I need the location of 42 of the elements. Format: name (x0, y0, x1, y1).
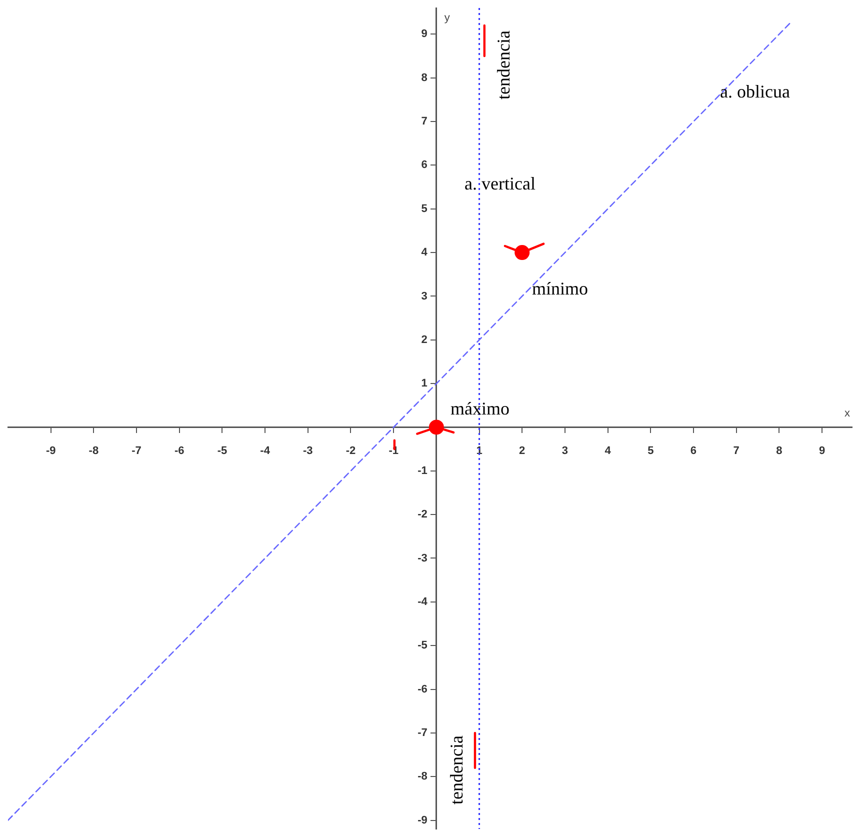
y-tick-label: 1 (421, 378, 428, 390)
y-tick-label: 5 (421, 202, 428, 215)
x-tick-label: 4 (604, 444, 612, 457)
y-tick-label: -4 (418, 596, 428, 608)
y-tick-label: -8 (418, 770, 428, 783)
x-tick-label: 9 (818, 444, 826, 457)
y-tick-label: -3 (418, 552, 428, 564)
y-tick-label: -5 (418, 640, 428, 652)
annotation: tendencia (446, 736, 467, 804)
y-tick-label: 7 (421, 116, 428, 128)
x-tick-label: 3 (562, 444, 568, 457)
x-tick-label: -6 (174, 444, 184, 457)
y-tick-label: 8 (421, 72, 428, 84)
x-tick-label: -8 (88, 444, 99, 457)
x-tick-label: -7 (132, 444, 142, 457)
annotation: a. vertical (464, 174, 536, 194)
x-axis-title: x (844, 407, 850, 420)
x-tick-label: -5 (217, 444, 228, 457)
y-tick-label: 9 (421, 28, 428, 40)
x-tick-label: 7 (733, 444, 740, 457)
x-tick-label: 2 (519, 444, 526, 457)
annotation: a. oblicua (720, 82, 790, 102)
x-tick-label: 8 (776, 444, 782, 457)
annotation: tendencia (494, 30, 514, 100)
y-tick-label: 6 (421, 159, 428, 172)
annotation: máximo (450, 398, 510, 419)
y-tick-label: 3 (421, 290, 428, 302)
y-tick-label: 4 (421, 246, 428, 259)
y-tick-label: -1 (418, 464, 428, 477)
y-tick-label: 2 (421, 334, 428, 346)
y-tick-label: -7 (418, 726, 428, 739)
x-tick-label: -3 (303, 444, 313, 457)
x-tick-label: 5 (648, 444, 654, 457)
x-tick-label: 6 (690, 444, 697, 457)
x-tick-label: -4 (260, 444, 271, 457)
x-tick-label: -2 (346, 444, 356, 457)
y-tick-label: -2 (418, 508, 428, 521)
annotation: mínimo (532, 278, 588, 299)
y-axis-title: y (444, 12, 450, 24)
y-tick-label: -9 (418, 814, 428, 826)
x-tick-label: -9 (46, 444, 56, 457)
y-tick-label: -6 (418, 683, 428, 696)
